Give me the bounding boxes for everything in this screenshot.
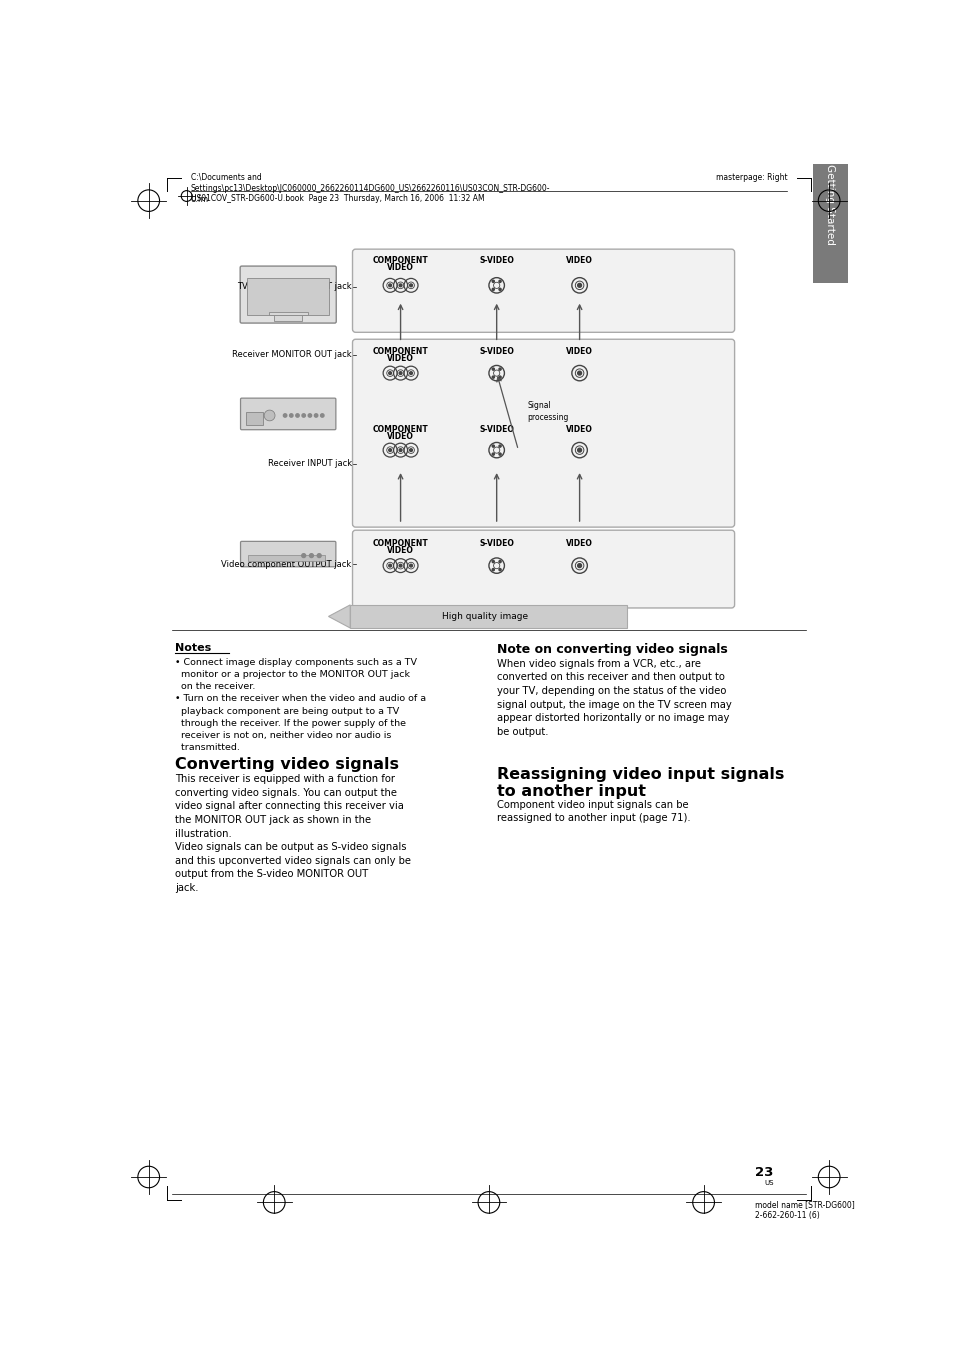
Text: C:\Documents and
Settings\pc13\Desktop\JC060000_2662260114DG600_US\2662260116\US: C:\Documents and Settings\pc13\Desktop\J… bbox=[191, 173, 550, 205]
Circle shape bbox=[492, 288, 494, 291]
Text: masterpage: Right: masterpage: Right bbox=[715, 173, 786, 181]
Bar bbox=[269, 312, 307, 315]
Text: Signal
processing: Signal processing bbox=[527, 401, 568, 421]
Circle shape bbox=[302, 413, 305, 417]
Circle shape bbox=[398, 565, 401, 567]
Circle shape bbox=[388, 449, 391, 451]
Circle shape bbox=[398, 449, 401, 451]
Text: Receiver MONITOR OUT jack: Receiver MONITOR OUT jack bbox=[232, 351, 352, 359]
Polygon shape bbox=[328, 604, 350, 627]
Circle shape bbox=[578, 284, 581, 288]
Circle shape bbox=[498, 368, 500, 370]
Circle shape bbox=[317, 554, 321, 558]
Circle shape bbox=[492, 569, 494, 570]
Circle shape bbox=[492, 280, 494, 282]
FancyBboxPatch shape bbox=[240, 266, 335, 323]
Circle shape bbox=[320, 413, 324, 417]
Text: COMPONENT: COMPONENT bbox=[373, 539, 428, 548]
Circle shape bbox=[498, 376, 500, 378]
Text: US01COV_STR-DG600-U.book  Page 23  Thursday, March 16, 2006  11:32 AM: US01COV_STR-DG600-U.book Page 23 Thursda… bbox=[191, 195, 484, 203]
Circle shape bbox=[283, 413, 287, 417]
FancyBboxPatch shape bbox=[353, 531, 734, 608]
Circle shape bbox=[409, 372, 412, 375]
Circle shape bbox=[498, 453, 500, 456]
Text: S-VIDEO: S-VIDEO bbox=[478, 346, 514, 356]
Circle shape bbox=[498, 288, 500, 291]
Circle shape bbox=[498, 569, 500, 570]
Circle shape bbox=[309, 554, 313, 558]
FancyBboxPatch shape bbox=[353, 340, 734, 527]
Circle shape bbox=[295, 413, 299, 417]
Text: This receiver is equipped with a function for
converting video signals. You can : This receiver is equipped with a functio… bbox=[174, 775, 411, 893]
Circle shape bbox=[492, 453, 494, 456]
Circle shape bbox=[264, 411, 274, 421]
FancyBboxPatch shape bbox=[240, 398, 335, 430]
Text: VIDEO: VIDEO bbox=[387, 353, 414, 363]
Text: VIDEO: VIDEO bbox=[387, 263, 414, 271]
Bar bbox=[812, 125, 847, 284]
Text: High quality image: High quality image bbox=[442, 612, 528, 621]
Circle shape bbox=[492, 368, 494, 370]
Text: VIDEO: VIDEO bbox=[565, 256, 593, 265]
Circle shape bbox=[492, 376, 494, 378]
Circle shape bbox=[398, 372, 401, 375]
Circle shape bbox=[301, 554, 305, 558]
Circle shape bbox=[498, 280, 500, 282]
Text: VIDEO: VIDEO bbox=[565, 539, 593, 548]
Text: US: US bbox=[764, 1180, 774, 1187]
Circle shape bbox=[409, 284, 412, 286]
Text: Notes: Notes bbox=[174, 642, 211, 652]
Bar bbox=[274, 315, 302, 321]
Text: 23: 23 bbox=[754, 1166, 772, 1178]
Circle shape bbox=[314, 413, 317, 417]
Circle shape bbox=[578, 563, 581, 567]
Text: Receiver INPUT jack: Receiver INPUT jack bbox=[268, 460, 352, 468]
Text: COMPONENT: COMPONENT bbox=[373, 346, 428, 356]
Circle shape bbox=[409, 565, 412, 567]
Circle shape bbox=[388, 372, 391, 375]
Text: S-VIDEO: S-VIDEO bbox=[478, 256, 514, 265]
Text: Reassigning video input signals
to another input: Reassigning video input signals to anoth… bbox=[497, 767, 783, 799]
Circle shape bbox=[388, 284, 391, 286]
Text: Component video input signals can be
reassigned to another input (page 71).: Component video input signals can be rea… bbox=[497, 799, 690, 824]
Text: VIDEO: VIDEO bbox=[387, 432, 414, 442]
Text: TV monitor etc., INPUT jack: TV monitor etc., INPUT jack bbox=[237, 282, 352, 292]
Text: VIDEO: VIDEO bbox=[565, 346, 593, 356]
Circle shape bbox=[492, 561, 494, 563]
Circle shape bbox=[498, 445, 500, 447]
Bar bbox=[246, 412, 263, 426]
Circle shape bbox=[398, 284, 401, 286]
Text: Converting video signals: Converting video signals bbox=[174, 757, 398, 772]
Text: • Connect image display components such as a TV
  monitor or a projector to the : • Connect image display components such … bbox=[174, 657, 426, 752]
Text: S-VIDEO: S-VIDEO bbox=[478, 426, 514, 435]
Text: COMPONENT: COMPONENT bbox=[373, 256, 428, 265]
Bar bbox=[248, 555, 325, 561]
Text: When video signals from a VCR, etc., are
converted on this receiver and then out: When video signals from a VCR, etc., are… bbox=[497, 659, 731, 737]
Text: VIDEO: VIDEO bbox=[565, 426, 593, 435]
Text: model name [STR-DG600]
2-662-260-11 (6): model name [STR-DG600] 2-662-260-11 (6) bbox=[754, 1200, 854, 1221]
Circle shape bbox=[578, 449, 581, 451]
Text: Video component OUTPUT jack: Video component OUTPUT jack bbox=[221, 559, 352, 569]
Text: COMPONENT: COMPONENT bbox=[373, 426, 428, 435]
FancyBboxPatch shape bbox=[353, 250, 734, 333]
Text: Getting Started: Getting Started bbox=[824, 164, 834, 244]
Circle shape bbox=[498, 561, 500, 563]
Circle shape bbox=[578, 371, 581, 375]
Bar bbox=[247, 278, 329, 315]
Circle shape bbox=[290, 413, 293, 417]
Text: VIDEO: VIDEO bbox=[387, 547, 414, 555]
Text: Note on converting video signals: Note on converting video signals bbox=[497, 642, 726, 656]
Text: S-VIDEO: S-VIDEO bbox=[478, 539, 514, 548]
FancyBboxPatch shape bbox=[240, 542, 335, 567]
Circle shape bbox=[492, 445, 494, 447]
Bar bbox=[350, 604, 626, 627]
Circle shape bbox=[409, 449, 412, 451]
Circle shape bbox=[308, 413, 312, 417]
Circle shape bbox=[388, 565, 391, 567]
